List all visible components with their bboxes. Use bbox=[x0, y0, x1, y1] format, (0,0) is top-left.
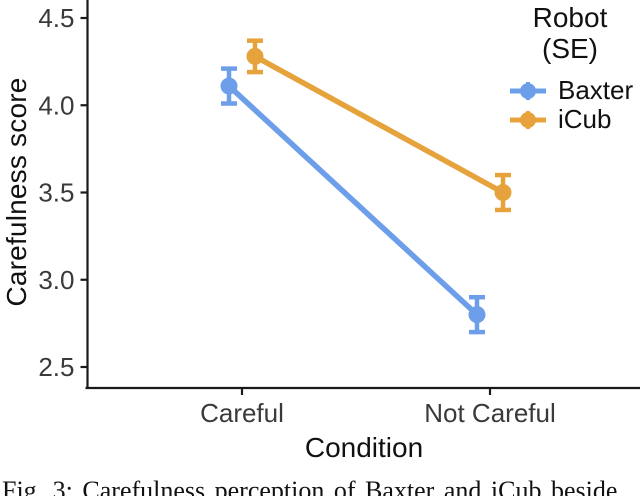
data-point-baxter bbox=[220, 77, 238, 95]
x-tick-label: Careful bbox=[200, 398, 284, 428]
series-line-icub bbox=[253, 53, 505, 195]
x-axis-title: Condition bbox=[304, 432, 424, 463]
legend: Robot (SE) Baxter iCub bbox=[500, 0, 640, 134]
series-line-baxter bbox=[227, 84, 479, 317]
legend-key-baxter-icon bbox=[510, 81, 546, 100]
legend-key-icub-icon bbox=[510, 110, 546, 129]
data-point-icub bbox=[246, 47, 264, 65]
y-tick-label: 2.5 bbox=[38, 352, 74, 382]
data-point-baxter bbox=[468, 306, 486, 324]
legend-item-label: iCub bbox=[558, 104, 612, 134]
y-tick-label: 4.0 bbox=[38, 90, 74, 120]
legend-items: Baxter iCub bbox=[500, 75, 640, 134]
y-tick-label: 3.0 bbox=[38, 265, 74, 295]
legend-item-baxter: Baxter bbox=[500, 75, 640, 105]
figure-caption: Fig. 3: Carefulness perception of Baxter… bbox=[2, 476, 618, 496]
legend-title: Robot (SE) bbox=[500, 2, 640, 64]
x-tick-label: Not Careful bbox=[424, 398, 556, 428]
y-axis-title: Carefulness score bbox=[1, 77, 32, 307]
legend-title-line2: (SE) bbox=[542, 33, 598, 64]
legend-title-line1: Robot bbox=[532, 2, 608, 33]
data-point-icub bbox=[494, 184, 512, 201]
y-tick-label: 4.5 bbox=[38, 3, 74, 33]
line-chart-canvas: 2.5 3.0 3.5 4.0 4.5 Careful Not Careful bbox=[38, 0, 640, 428]
legend-item-label: Baxter bbox=[558, 75, 634, 105]
legend-item-icub: iCub bbox=[500, 104, 640, 134]
y-tick-label: 3.5 bbox=[38, 178, 74, 208]
